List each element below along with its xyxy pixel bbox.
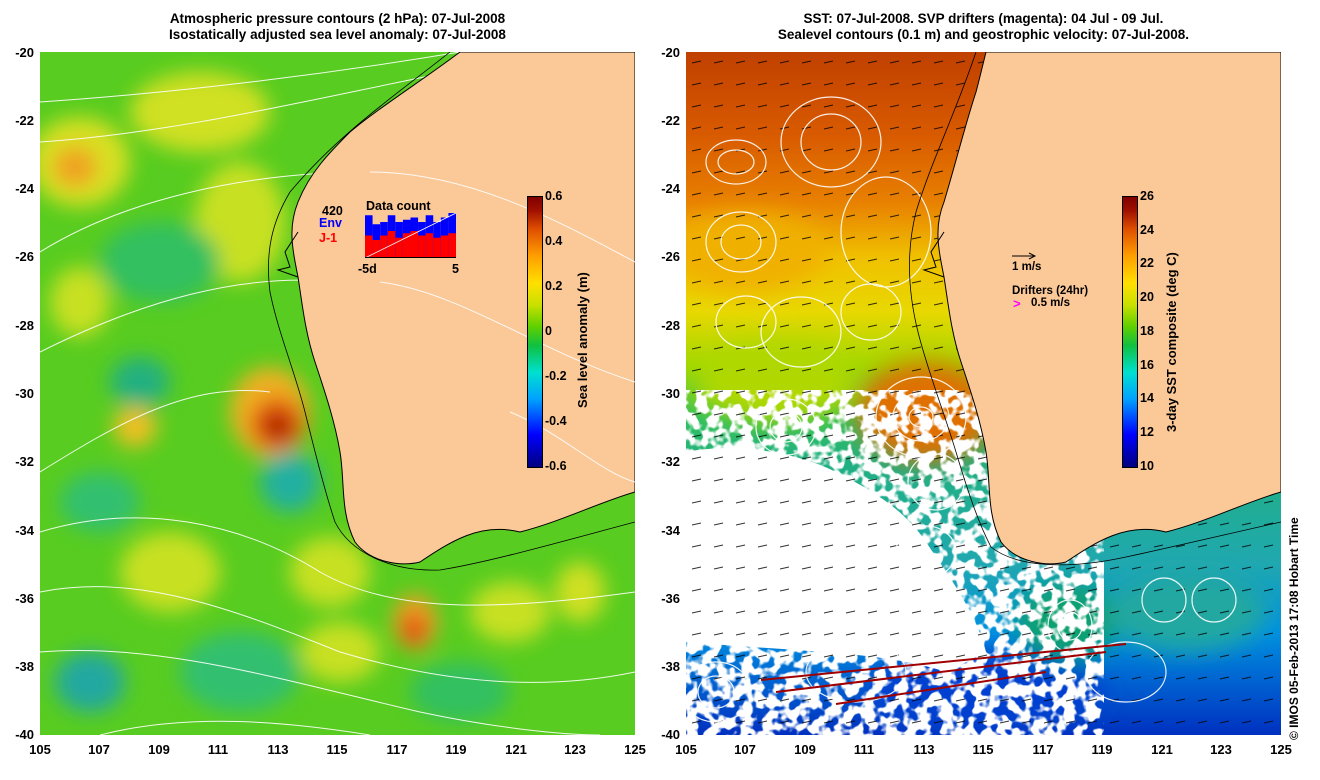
j1-bar <box>440 235 449 258</box>
series-env-label: Env <box>319 216 342 230</box>
y-tick: -28 <box>15 318 34 333</box>
sea-level-anomaly-map[interactable] <box>40 52 635 735</box>
colorbar-tick: -0.2 <box>545 369 567 383</box>
right-map-title: SST: 07-Jul-2008. SVP drifters (magenta)… <box>686 11 1281 43</box>
colorbar-tick: 10 <box>1140 459 1154 473</box>
sea-level-colorbar <box>527 196 543 468</box>
colorbar-tick: 14 <box>1140 391 1154 405</box>
sst-map[interactable] <box>686 52 1281 735</box>
x-max-label: 5 <box>452 262 459 276</box>
y-tick: -36 <box>661 591 680 606</box>
colorbar-tick: 0.4 <box>545 234 563 248</box>
x-tick: 109 <box>794 742 816 757</box>
left-map-title: Atmospheric pressure contours (2 hPa): 0… <box>40 11 635 43</box>
colorbar-tick: 0.2 <box>545 279 563 293</box>
y-tick: -38 <box>661 659 680 674</box>
y-tick: -26 <box>661 249 680 264</box>
y-tick: -22 <box>15 113 34 128</box>
x-min-label: -5d <box>358 262 377 276</box>
x-tick: 119 <box>1091 742 1113 757</box>
colorbar-tick: 22 <box>1140 256 1154 270</box>
data-count-title: Data count <box>366 199 431 213</box>
sst-colorbar-label: 3-day SST composite (deg C) <box>1164 252 1179 432</box>
y-tick: -24 <box>661 181 680 196</box>
y-tick: -32 <box>661 454 680 469</box>
left-title-line2: Isostatically adjusted sea level anomaly… <box>169 27 506 42</box>
j1-bar <box>410 231 419 258</box>
x-tick: 111 <box>207 742 229 757</box>
colorbar-tick: -0.6 <box>545 459 567 473</box>
j1-bar <box>448 233 456 258</box>
x-tick: 111 <box>853 742 875 757</box>
y-tick: -30 <box>661 386 680 401</box>
y-tick: -20 <box>15 45 34 60</box>
colorbar-tick: 24 <box>1140 223 1154 237</box>
x-tick: 109 <box>148 742 170 757</box>
right-title-line1: SST: 07-Jul-2008. SVP drifters (magenta)… <box>803 11 1164 26</box>
x-tick: 123 <box>1210 742 1232 757</box>
x-tick: 107 <box>88 742 110 757</box>
velocity-scale-label: 1 m/s <box>1012 261 1042 273</box>
j1-bar <box>395 237 403 258</box>
sea-level-colorbar-label: Sea level anomaly (m) <box>575 272 590 408</box>
y-tick: -24 <box>15 181 34 196</box>
colorbar-tick: 0 <box>545 324 552 338</box>
right-title-line2: Sealevel contours (0.1 m) and geostrophi… <box>777 27 1190 42</box>
colorbar-tick: 18 <box>1140 324 1154 338</box>
y-tick: -28 <box>661 318 680 333</box>
x-tick: 107 <box>734 742 756 757</box>
colorbar-tick: 12 <box>1140 425 1154 439</box>
y-tick: -32 <box>15 454 34 469</box>
x-tick: 121 <box>505 742 527 757</box>
x-tick: 115 <box>326 742 348 757</box>
x-tick: 123 <box>564 742 586 757</box>
drifters-scale-label: 0.5 m/s <box>1031 297 1070 309</box>
j1-bar <box>365 235 373 258</box>
drifters-title: Drifters (24hr) <box>1012 285 1089 297</box>
j1-bar <box>418 235 426 258</box>
y-tick: -22 <box>661 113 680 128</box>
velocity-arrow-icon <box>1012 252 1037 260</box>
x-tick: 113 <box>267 742 289 757</box>
y-tick: -34 <box>15 523 34 538</box>
data-count-histogram <box>365 213 456 258</box>
x-tick: 125 <box>624 742 646 757</box>
x-tick: 105 <box>29 742 51 757</box>
y-tick: -20 <box>661 45 680 60</box>
data-count-total: 420 <box>322 204 343 218</box>
drifter-symbol-icon: > <box>1013 296 1021 311</box>
y-tick: -26 <box>15 249 34 264</box>
x-tick: 119 <box>445 742 467 757</box>
y-tick: -38 <box>15 659 34 674</box>
left-title-line1: Atmospheric pressure contours (2 hPa): 0… <box>169 11 506 26</box>
x-tick: 105 <box>675 742 697 757</box>
x-tick: 125 <box>1270 742 1292 757</box>
y-tick: -34 <box>661 523 680 538</box>
colorbar-tick: 20 <box>1140 290 1154 304</box>
j1-bar <box>380 235 388 258</box>
colorbar-tick: -0.4 <box>545 414 567 428</box>
colorbar-tick: 26 <box>1140 189 1154 203</box>
colorbar-tick: 0.6 <box>545 189 563 203</box>
x-tick: 117 <box>1032 742 1054 757</box>
x-tick: 113 <box>913 742 935 757</box>
x-tick: 121 <box>1151 742 1173 757</box>
series-j1-label: J-1 <box>319 231 338 245</box>
j1-bar <box>402 233 411 258</box>
x-tick: 117 <box>386 742 408 757</box>
sst-colorbar <box>1122 196 1138 468</box>
j1-bar <box>372 240 381 258</box>
y-tick: -30 <box>15 386 34 401</box>
j1-bar <box>425 233 434 258</box>
x-tick: 115 <box>972 742 994 757</box>
j1-bar <box>433 237 441 258</box>
histogram-diagonal <box>365 213 456 258</box>
y-tick: -40 <box>15 727 34 742</box>
y-tick: -36 <box>15 591 34 606</box>
colorbar-tick: 16 <box>1140 358 1154 372</box>
copyright-note: © IMOS 05-Feb-2013 17:08 Hobart Time <box>1287 517 1301 740</box>
y-tick: -40 <box>661 727 680 742</box>
